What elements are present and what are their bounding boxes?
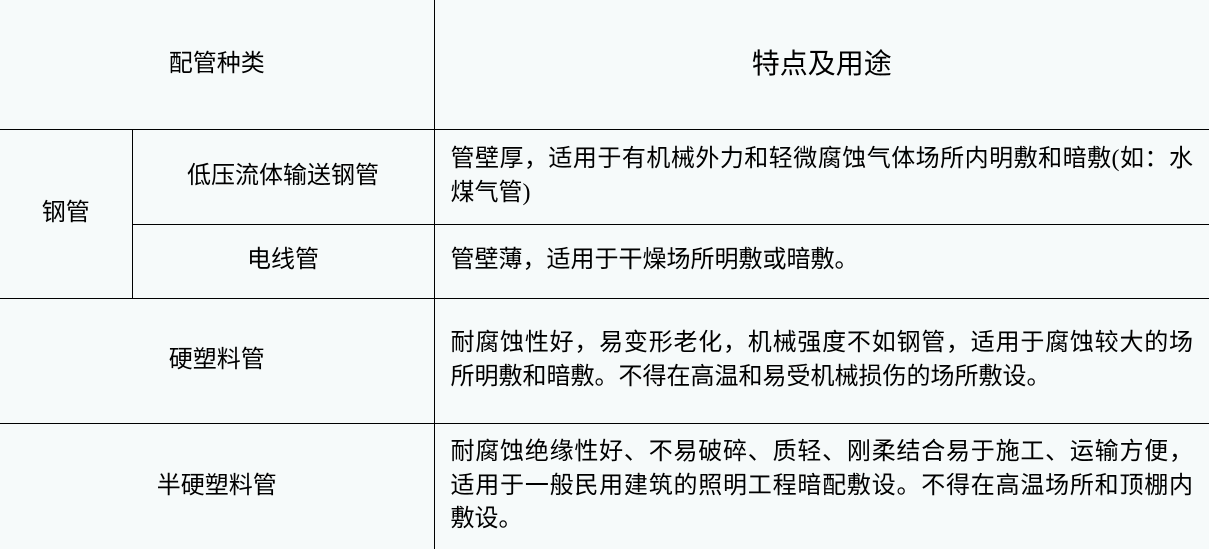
category-full-cell: 半硬塑料管 xyxy=(0,424,434,549)
description-text: 耐腐蚀性好，易变形老化，机械强度不如钢管，适用于腐蚀较大的场所明敷和暗敷。不得在… xyxy=(451,330,1194,390)
table-row: 硬塑料管 耐腐蚀性好，易变形老化，机械强度不如钢管，适用于腐蚀较大的场所明敷和暗… xyxy=(0,298,1209,423)
table-row: 半硬塑料管 耐腐蚀绝缘性好、不易破碎、质轻、刚柔结合易于施工、运输方便，适用于一… xyxy=(0,424,1209,549)
category-sub-cell: 电线管 xyxy=(132,224,434,298)
category-sub-cell: 低压流体输送钢管 xyxy=(132,130,434,225)
description-cell: 管壁厚，适用于有机械外力和轻微腐蚀气体场所内明敷和暗敷(如：水煤气管) xyxy=(434,130,1209,225)
header-desc-cell: 特点及用途 xyxy=(434,0,1209,130)
description-cell: 耐腐蚀绝缘性好、不易破碎、质轻、刚柔结合易于施工、运输方便，适用于一般民用建筑的… xyxy=(434,424,1209,549)
description-text: 耐腐蚀绝缘性好、不易破碎、质轻、刚柔结合易于施工、运输方便，适用于一般民用建筑的… xyxy=(451,439,1194,532)
description-cell: 管壁薄，适用于干燥场所明敷或暗敷。 xyxy=(434,224,1209,298)
table-row: 钢管 低压流体输送钢管 管壁厚，适用于有机械外力和轻微腐蚀气体场所内明敷和暗敷(… xyxy=(0,130,1209,225)
header-type-cell: 配管种类 xyxy=(0,0,434,130)
header-desc-label: 特点及用途 xyxy=(752,49,892,80)
description-text: 管壁薄，适用于干燥场所明敷或暗敷。 xyxy=(451,247,859,273)
description-text: 管壁厚，适用于有机械外力和轻微腐蚀气体场所内明敷和暗敷(如：水煤气管) xyxy=(451,146,1194,206)
category-full-label: 半硬塑料管 xyxy=(157,473,277,499)
pipe-types-table: 配管种类 特点及用途 钢管 低压流体输送钢管 管壁厚，适用于有机械外力和轻微腐蚀… xyxy=(0,0,1209,549)
category-full-label: 硬塑料管 xyxy=(169,347,265,373)
table-row: 电线管 管壁薄，适用于干燥场所明敷或暗敷。 xyxy=(0,224,1209,298)
category-full-cell: 硬塑料管 xyxy=(0,298,434,423)
category-sub-label: 低压流体输送钢管 xyxy=(187,163,379,189)
description-cell: 耐腐蚀性好，易变形老化，机械强度不如钢管，适用于腐蚀较大的场所明敷和暗敷。不得在… xyxy=(434,298,1209,423)
category-sub-label: 电线管 xyxy=(247,247,319,273)
category-main-label: 钢管 xyxy=(42,200,90,226)
pipe-types-table-container: 配管种类 特点及用途 钢管 低压流体输送钢管 管壁厚，适用于有机械外力和轻微腐蚀… xyxy=(0,0,1209,549)
table-header-row: 配管种类 特点及用途 xyxy=(0,0,1209,130)
header-type-label: 配管种类 xyxy=(169,51,265,77)
category-main-cell: 钢管 xyxy=(0,130,132,299)
